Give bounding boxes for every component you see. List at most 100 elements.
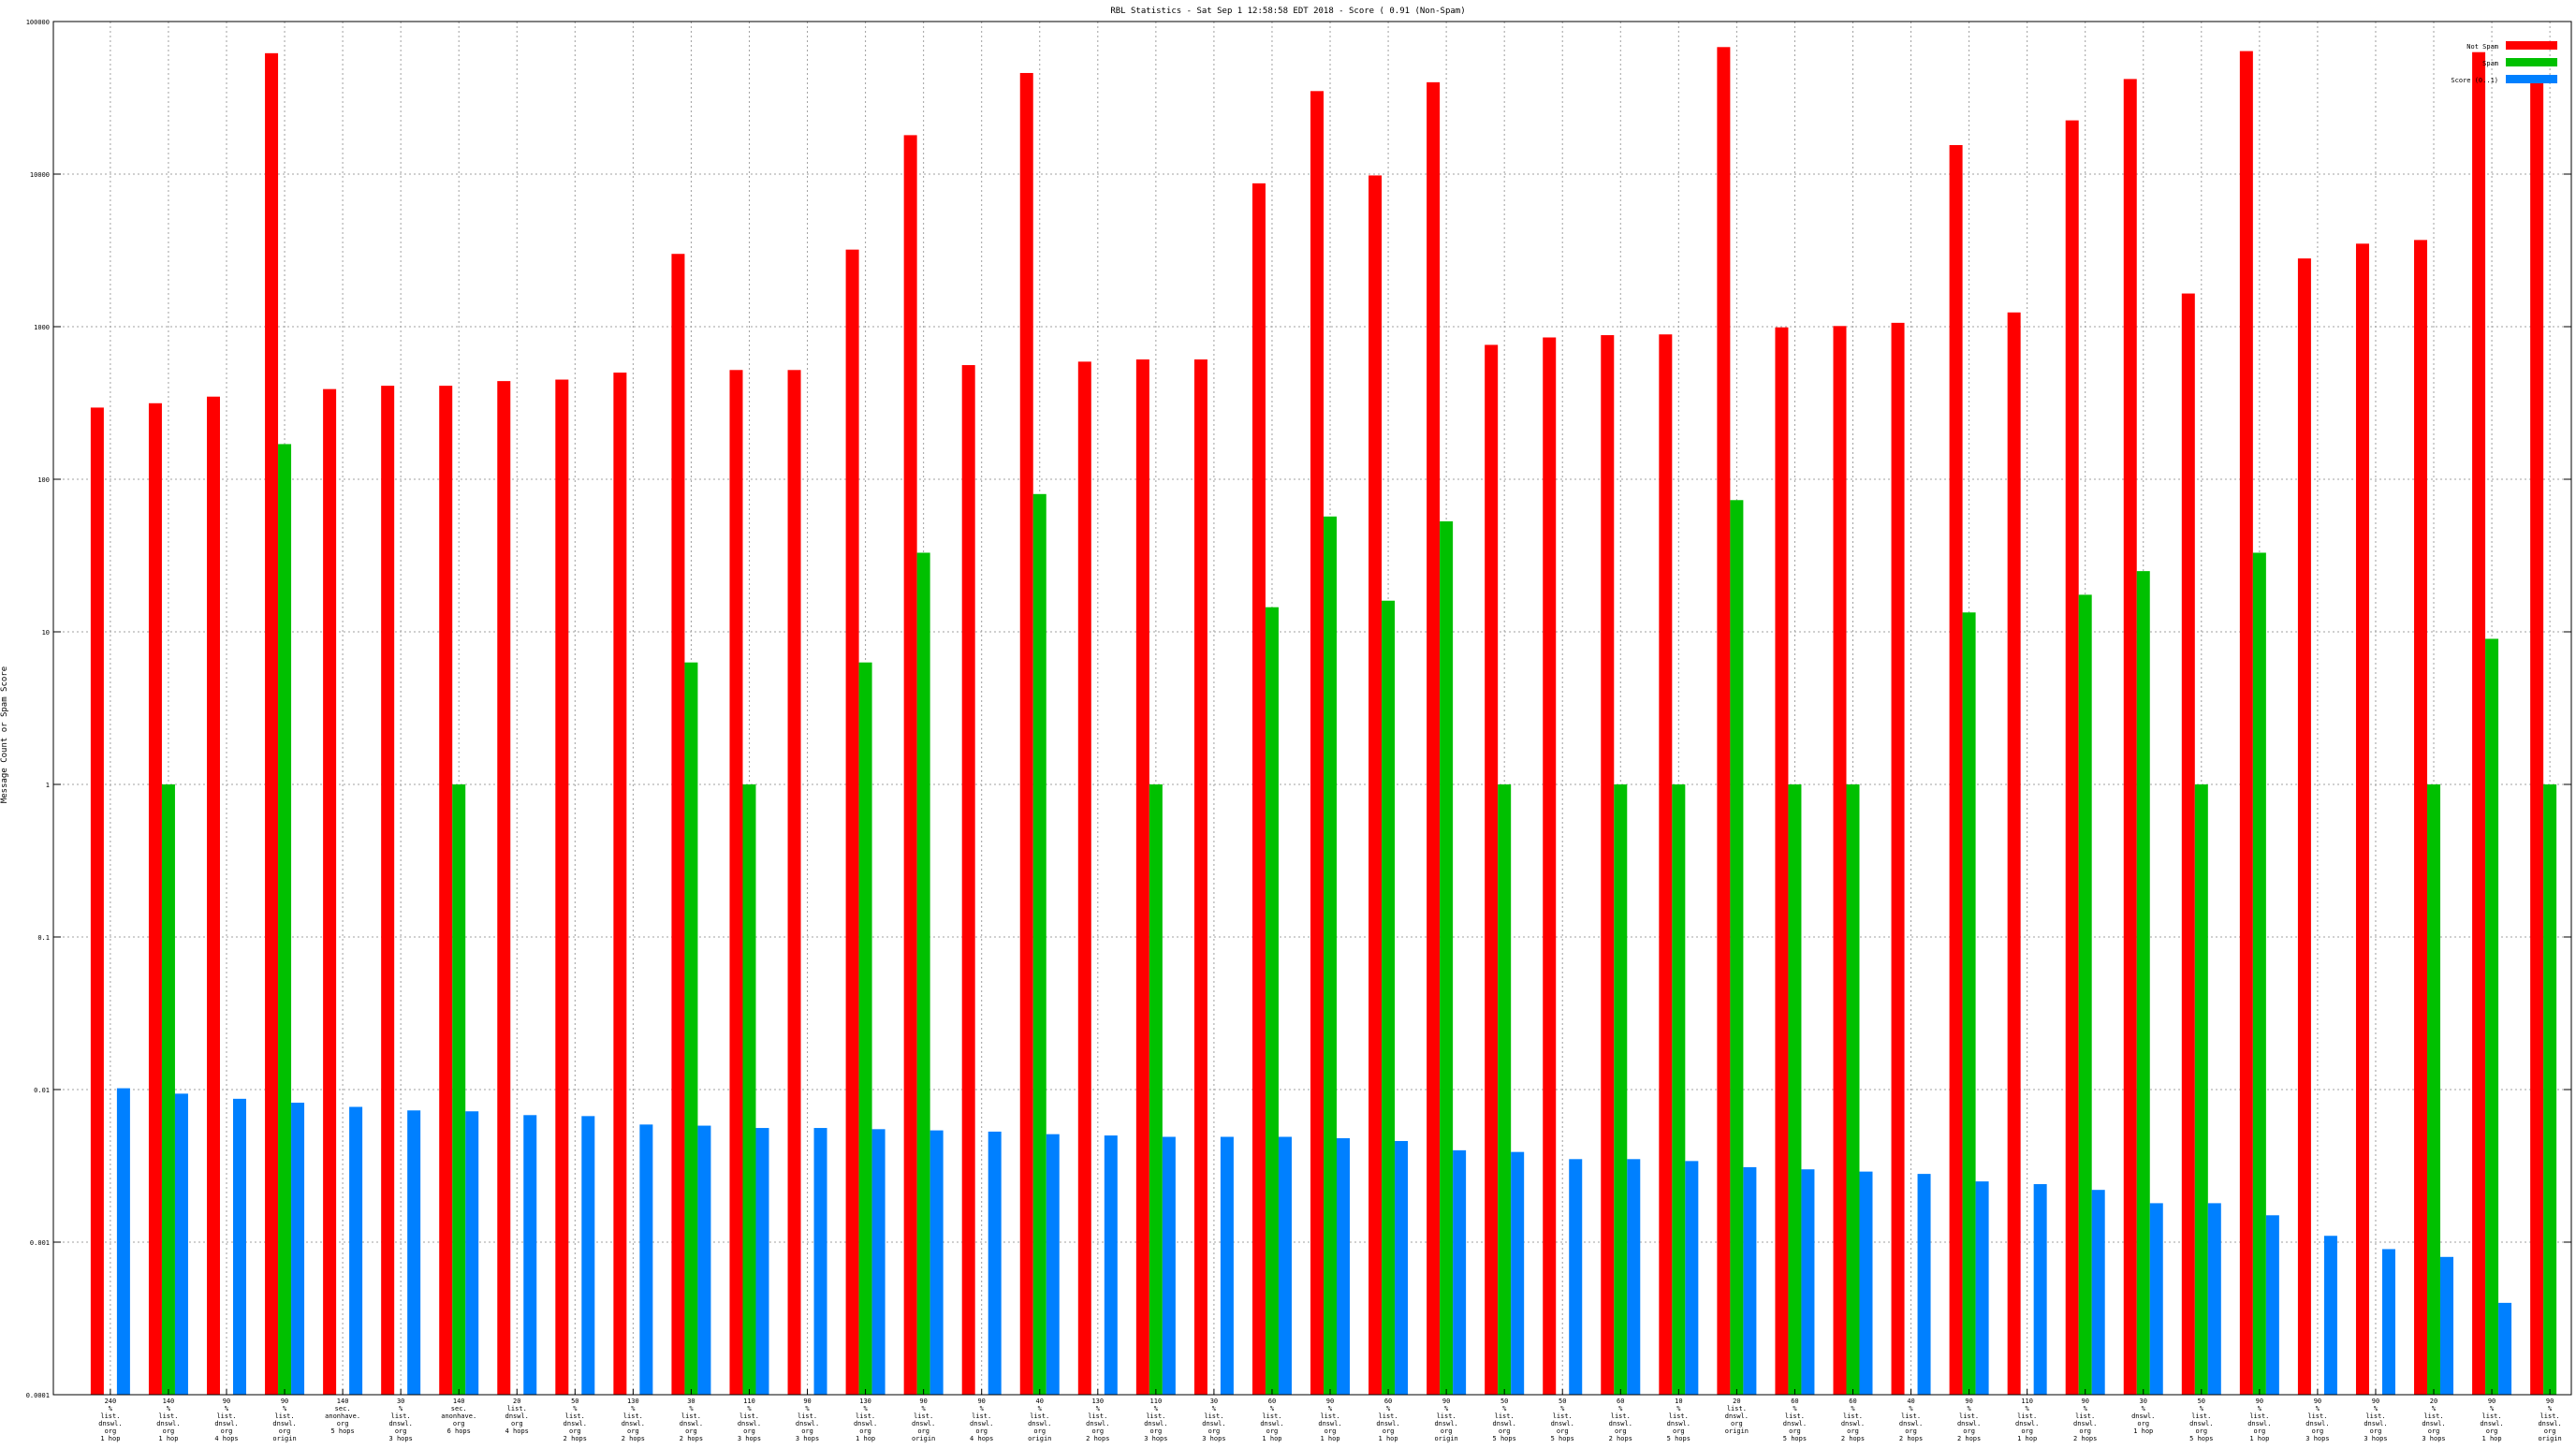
- bar-score-0-1: [1046, 1134, 1060, 1395]
- x-tick-label-line: 6 hops: [447, 1427, 471, 1435]
- x-tick-label-line: org: [1557, 1427, 1569, 1435]
- x-tick-label-line: 110: [2021, 1398, 2033, 1405]
- bar-not-spam: [1251, 183, 1266, 1395]
- x-tick-label-line: list.: [2017, 1412, 2037, 1420]
- bar-score-0-1: [1395, 1140, 1409, 1395]
- x-tick-label-line: org: [2312, 1427, 2324, 1435]
- x-tick-label-line: 2 hops: [1899, 1435, 1923, 1442]
- y-tick-label: 1000: [34, 324, 50, 331]
- bar-score-0-1: [174, 1093, 188, 1395]
- x-tick-label-line: 1 hop: [158, 1435, 178, 1442]
- bar-not-spam: [903, 135, 917, 1395]
- x-tick-label-line: %: [1038, 1405, 1043, 1412]
- legend-label: Score (0..1): [2451, 77, 2498, 84]
- x-tick-label-line: list.: [623, 1412, 643, 1420]
- legend-swatch: [2506, 58, 2557, 66]
- bar-score-0-1: [233, 1098, 247, 1395]
- x-tick-label: 90% list. dnswl. org 4 hops: [214, 1398, 238, 1442]
- x-tick-label-line: %: [1270, 1405, 1275, 1412]
- bar-score-0-1: [1627, 1159, 1641, 1395]
- x-tick-label: 90% list. dnswl. org 2 hops: [2073, 1398, 2097, 1442]
- x-tick-label-line: %: [573, 1405, 578, 1412]
- bar-score-0-1: [1511, 1151, 1525, 1395]
- x-tick-label: 40% list. dnswl. org 2 hops: [1899, 1398, 1923, 1442]
- x-tick-label-line: %: [2316, 1405, 2320, 1412]
- bar-score-0-1: [1685, 1161, 1699, 1395]
- bar-score-0-1: [755, 1128, 769, 1395]
- bar-not-spam: [1193, 359, 1208, 1396]
- x-tick-label-line: dnswl.: [796, 1420, 819, 1427]
- x-tick-label: 60% list. dnswl. org 2 hops: [1841, 1398, 1865, 1442]
- x-tick-label: 50% list. dnswl. org 2 hops: [564, 1398, 587, 1442]
- x-tick-label-line: 60: [1268, 1398, 1276, 1405]
- x-tick-label-line: 90: [803, 1398, 811, 1405]
- x-tick-label-line: %: [2026, 1405, 2030, 1412]
- bar-not-spam: [1659, 334, 1673, 1396]
- x-tick-label-line: 5 hops: [330, 1427, 354, 1435]
- y-tick-label: 10: [42, 629, 50, 637]
- x-tick-label-line: 5 hops: [1783, 1435, 1807, 1442]
- bar-spam: [2252, 552, 2266, 1395]
- x-tick-label-line: list.: [2423, 1412, 2443, 1420]
- x-tick-label-line: list.: [1901, 1412, 1921, 1420]
- x-tick-label-line: org: [1963, 1427, 1975, 1435]
- x-tick-label-line: %: [1212, 1405, 1217, 1412]
- x-tick-label-line: origin: [1434, 1435, 1457, 1442]
- bar-score-0-1: [291, 1103, 305, 1395]
- x-tick-label-line: %: [1444, 1405, 1449, 1412]
- x-tick-label-line: %: [863, 1405, 868, 1412]
- bar-spam: [452, 784, 466, 1395]
- x-tick-label-line: list.: [1611, 1412, 1631, 1420]
- x-tick-label-line: 3 hops: [1144, 1435, 1167, 1442]
- x-tick-label: 90% list. dnswl. org 1 hop: [1318, 1398, 1341, 1442]
- bar-spam: [2136, 571, 2150, 1395]
- x-tick-label-line: dnswl.: [854, 1420, 877, 1427]
- x-tick-label-line: dnswl.: [2422, 1420, 2445, 1427]
- x-tick-label-line: dnswl.: [1086, 1420, 1109, 1427]
- x-tick-label-line: dnswl.: [912, 1420, 935, 1427]
- x-tick-label-line: org: [2137, 1420, 2149, 1427]
- x-tick-label-line: list.: [1437, 1412, 1456, 1420]
- x-tick-label-line: origin: [272, 1435, 296, 1442]
- x-tick-label-line: 1 hop: [100, 1435, 120, 1442]
- x-tick-label-line: %: [922, 1405, 927, 1412]
- x-tick-label-line: 2 hops: [1609, 1435, 1632, 1442]
- x-tick-label-line: 1 hop: [1320, 1435, 1339, 1442]
- x-tick-label-line: dnswl.: [214, 1420, 238, 1427]
- bar-spam: [1672, 784, 1686, 1395]
- x-tick-label-line: dnswl.: [1260, 1420, 1283, 1427]
- x-tick-label-line: %: [109, 1405, 113, 1412]
- x-tick-label-line: 4 hops: [970, 1435, 993, 1442]
- bar-not-spam: [2472, 51, 2486, 1395]
- bar-not-spam: [1833, 326, 1847, 1395]
- x-tick-label-line: %: [2258, 1405, 2262, 1412]
- bar-not-spam: [1019, 72, 1033, 1396]
- x-tick-label-line: dnswl.: [2247, 1420, 2271, 1427]
- bar-spam: [2194, 784, 2208, 1395]
- bar-score-0-1: [929, 1130, 944, 1395]
- x-tick-label-line: 30: [687, 1398, 695, 1405]
- bar-not-spam: [90, 407, 104, 1396]
- x-tick-label-line: 110: [1150, 1398, 1163, 1405]
- x-tick-label-line: org: [511, 1420, 523, 1427]
- x-tick-label-line: 5 hops: [2189, 1435, 2213, 1442]
- x-tick-label-line: 2 hops: [1086, 1435, 1109, 1442]
- bar-spam: [1032, 493, 1046, 1395]
- x-tick-label-line: %: [1154, 1405, 1159, 1412]
- bar-spam: [161, 784, 175, 1395]
- x-tick-label-line: 60: [1617, 1398, 1624, 1405]
- bar-spam: [1730, 500, 1744, 1395]
- y-tick-label: 100: [37, 476, 50, 484]
- x-tick-label-line: origin: [1028, 1435, 1051, 1442]
- bar-spam: [916, 552, 930, 1395]
- x-tick-label-line: org: [1091, 1427, 1104, 1435]
- chart-title: RBL Statistics - Sat Sep 1 12:58:58 EDT …: [1110, 7, 1465, 16]
- bar-score-0-1: [2498, 1302, 2512, 1395]
- x-tick-label-line: list.: [1088, 1412, 1107, 1420]
- x-tick-label-line: 90: [1965, 1398, 1972, 1405]
- bar-score-0-1: [1104, 1135, 1118, 1395]
- x-tick-label-line: org: [2079, 1427, 2091, 1435]
- x-tick-label-line: 3 hops: [738, 1435, 761, 1442]
- x-tick-label-line: org: [917, 1427, 929, 1435]
